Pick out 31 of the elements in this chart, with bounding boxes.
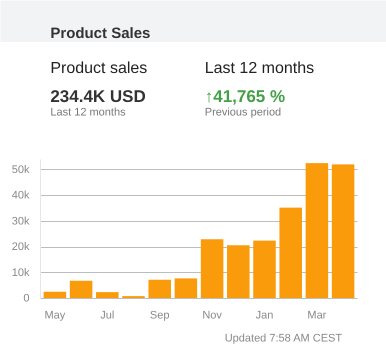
- y-tick-label: 50k: [12, 164, 30, 176]
- y-tick-label: 20k: [12, 241, 30, 254]
- bar: [148, 280, 171, 298]
- x-tick-label: Nov: [202, 310, 222, 322]
- text: ↑41,765 %: [204, 87, 286, 106]
- bar: [44, 292, 66, 298]
- x-tick-label: Mar: [307, 310, 327, 322]
- bar: [279, 208, 302, 298]
- text: Updated 7:58 AM CEST: [224, 332, 342, 344]
- bar: [200, 239, 224, 298]
- x-tick-label: Jan: [256, 310, 274, 322]
- bar: [306, 163, 328, 298]
- text: Last 12 months: [50, 106, 126, 118]
- text: 234.4K USD: [50, 87, 146, 106]
- bar: [332, 164, 354, 298]
- bar: [227, 245, 250, 298]
- text: Last 12 months: [204, 60, 314, 77]
- x-tick-label: May: [44, 310, 66, 322]
- x-tick-label: Sep: [150, 310, 170, 322]
- y-tick-label: 0: [23, 292, 30, 304]
- x-tick-label: Jul: [100, 310, 114, 322]
- y-tick-label: 10k: [12, 266, 30, 279]
- text: Product sales: [50, 60, 148, 77]
- y-tick-label: 40k: [12, 190, 30, 202]
- bar: [174, 278, 198, 298]
- bar: [70, 280, 92, 298]
- text: Previous period: [204, 106, 282, 118]
- chart-title: Product Sales: [50, 25, 150, 42]
- bar: [96, 292, 119, 298]
- y-tick-label: 30k: [12, 215, 30, 228]
- bar: [253, 240, 276, 298]
